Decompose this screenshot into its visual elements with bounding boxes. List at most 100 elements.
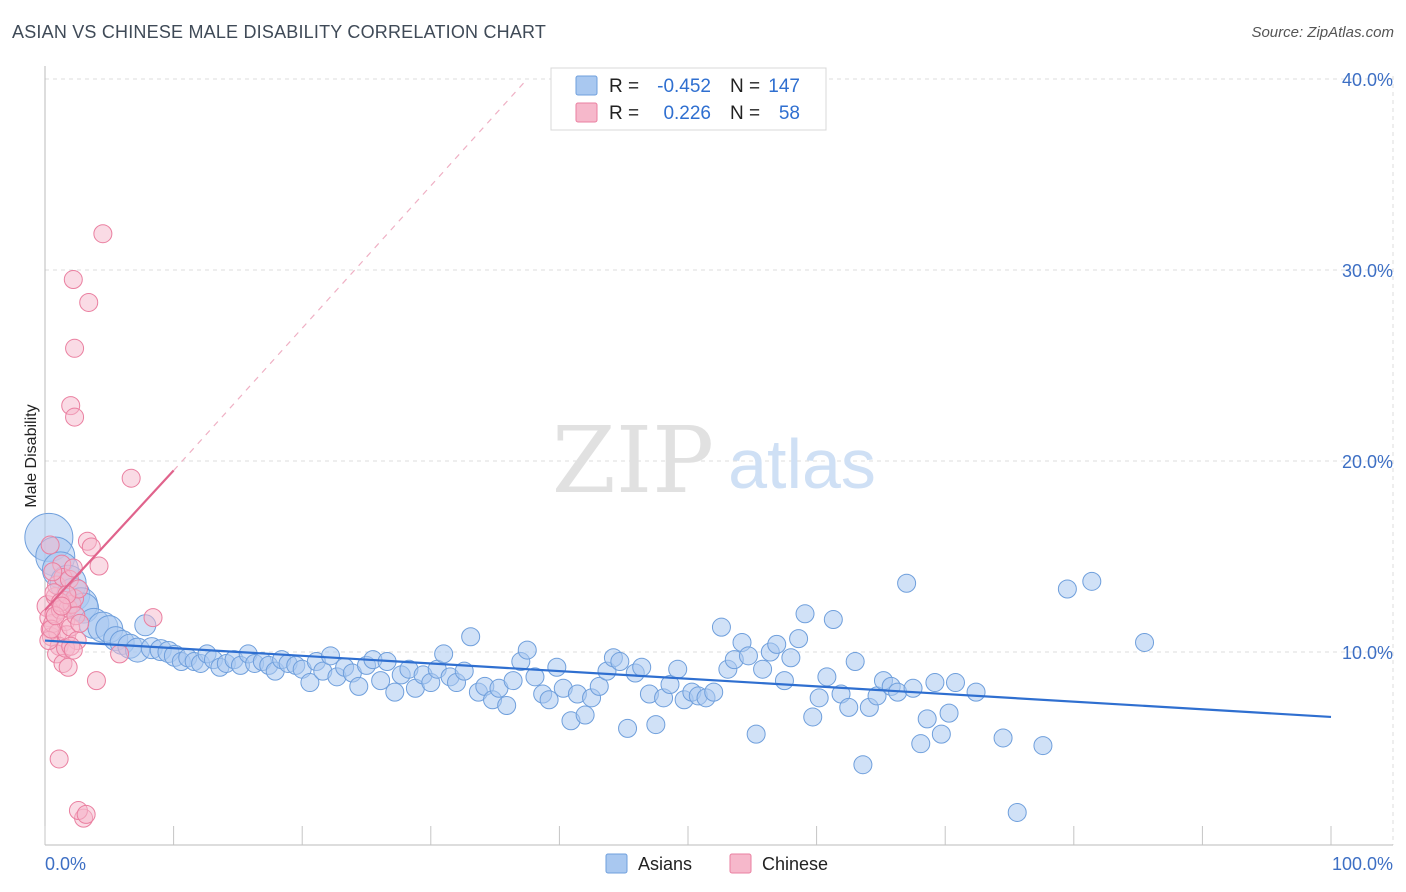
chinese-r-label: R = — [609, 103, 639, 124]
asian-point — [1007, 802, 1027, 822]
legend-asians-swatch — [605, 853, 628, 874]
asian-point — [300, 673, 320, 693]
asian-point — [349, 676, 369, 696]
chart-title: ASIAN VS CHINESE MALE DISABILITY CORRELA… — [12, 22, 547, 42]
chinese-point — [89, 556, 109, 576]
asian-point — [795, 604, 815, 624]
asian-point — [497, 695, 517, 715]
chinese-point — [65, 338, 85, 358]
asian-point — [589, 676, 609, 696]
asian-point — [1082, 571, 1102, 591]
chinese-point — [63, 640, 83, 660]
chinese-trend-line — [44, 469, 175, 611]
watermark-atlas: atlas — [728, 425, 876, 503]
asian-point — [1057, 579, 1077, 599]
asians-swatch — [575, 75, 598, 96]
chinese-r-value: 0.226 — [663, 103, 711, 124]
asians-r-label: R = — [609, 76, 639, 97]
asian-point — [767, 634, 787, 654]
asians-n-value: 147 — [768, 76, 800, 97]
x-tick-label: 0.0% — [45, 854, 86, 874]
asian-point — [385, 682, 405, 702]
asian-point — [911, 734, 931, 754]
asian-point — [753, 659, 773, 679]
chinese-point — [70, 613, 90, 633]
chinese-n-label: N = — [730, 103, 760, 124]
asian-point — [660, 674, 680, 694]
legend-asians-label: Asians — [638, 854, 692, 874]
asian-point — [945, 673, 965, 693]
chinese-point — [43, 562, 63, 582]
asian-point — [525, 667, 545, 687]
chinese-point — [93, 224, 113, 244]
y-axis-label: Male Disability — [23, 404, 40, 507]
asian-point — [746, 724, 766, 744]
asians-points — [24, 512, 1155, 822]
asian-point — [925, 673, 945, 693]
chinese-trend-extension-line — [173, 78, 528, 471]
gridlines — [45, 76, 1394, 845]
asian-point — [632, 657, 652, 677]
chinese-point — [63, 270, 83, 290]
chinese-point — [65, 407, 85, 427]
asian-point — [897, 573, 917, 593]
asian-point — [461, 627, 481, 647]
trend-lines — [44, 469, 1332, 719]
asian-point — [1135, 632, 1155, 652]
chinese-point — [143, 608, 163, 628]
asian-point — [903, 678, 923, 698]
chinese-point — [52, 596, 72, 616]
asian-point — [803, 707, 823, 727]
asian-point — [1033, 736, 1053, 756]
chinese-swatch — [575, 102, 598, 123]
chinese-point — [63, 558, 83, 578]
asians-trend-line — [44, 639, 1332, 719]
chinese-point — [86, 671, 106, 691]
source-label: Source: ZipAtlas.com — [1251, 24, 1394, 41]
asian-point — [917, 709, 937, 729]
asian-point — [503, 671, 523, 691]
asian-point — [320, 646, 340, 666]
chinese-point — [49, 749, 69, 769]
legend-chinese-swatch — [729, 853, 752, 874]
bottom-legend[interactable]: Asians Chinese — [605, 853, 828, 874]
chinese-point — [76, 804, 96, 824]
asian-point — [809, 688, 829, 708]
asian-point — [646, 715, 666, 735]
chinese-n-value: 58 — [779, 103, 800, 124]
asian-point — [789, 629, 809, 649]
asian-point — [839, 697, 859, 717]
asian-point — [781, 648, 801, 668]
legend-item-chinese[interactable]: Chinese — [729, 853, 828, 874]
asian-point — [610, 652, 630, 672]
chinese-point — [58, 657, 78, 677]
x-tick-label: 100.0% — [1332, 854, 1393, 874]
stats-legend: R = -0.452 N = 147 R = 0.226 N = 58 — [550, 67, 827, 131]
chinese-point — [121, 468, 141, 488]
legend-chinese-label: Chinese — [762, 854, 828, 874]
asian-point — [853, 755, 873, 775]
asian-point — [774, 671, 794, 691]
asian-point — [704, 682, 724, 702]
y-tick-label: 30.0% — [1342, 261, 1393, 281]
chinese-point — [40, 535, 60, 555]
asian-point — [966, 682, 986, 702]
asian-point — [371, 671, 391, 691]
chinese-trend-extension — [173, 78, 528, 471]
asian-point — [575, 705, 595, 725]
asian-point — [738, 646, 758, 666]
chinese-point — [79, 292, 99, 312]
asian-point — [931, 724, 951, 744]
asian-point — [993, 728, 1013, 748]
asian-point — [517, 640, 537, 660]
asian-point — [711, 617, 731, 637]
asian-point — [823, 610, 843, 630]
y-tick-label: 40.0% — [1342, 70, 1393, 90]
asian-point — [817, 667, 837, 687]
axes — [44, 66, 1393, 846]
asian-point — [434, 644, 454, 664]
asian-point — [845, 652, 865, 672]
legend-item-asians[interactable]: Asians — [605, 853, 692, 874]
asian-point — [618, 718, 638, 738]
